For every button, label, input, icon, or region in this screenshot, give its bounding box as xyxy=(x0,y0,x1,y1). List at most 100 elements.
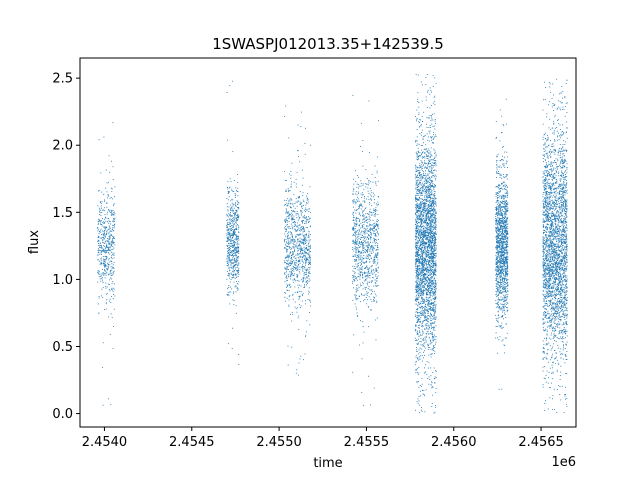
data-point xyxy=(418,194,420,196)
data-point xyxy=(288,221,290,223)
data-point xyxy=(433,249,435,251)
data-point xyxy=(428,294,430,296)
data-point xyxy=(433,314,435,316)
data-point xyxy=(302,242,304,244)
data-point xyxy=(308,222,309,223)
data-point xyxy=(288,269,290,270)
data-point xyxy=(361,274,363,276)
data-point xyxy=(421,274,423,276)
data-point xyxy=(363,219,365,220)
data-point xyxy=(435,266,437,268)
data-point xyxy=(357,263,359,265)
data-point xyxy=(422,278,423,280)
data-point xyxy=(235,285,237,287)
data-point xyxy=(284,281,286,283)
data-point xyxy=(104,236,106,238)
data-point xyxy=(370,236,372,238)
data-point xyxy=(232,327,234,329)
data-point xyxy=(297,269,299,271)
data-point xyxy=(300,229,302,230)
data-point xyxy=(420,145,422,146)
data-point xyxy=(307,201,309,203)
data-point xyxy=(367,231,369,232)
data-point xyxy=(301,207,303,209)
data-point xyxy=(352,216,354,218)
data-point xyxy=(370,190,372,192)
data-point xyxy=(415,200,417,202)
data-point xyxy=(435,247,437,249)
data-point xyxy=(290,212,292,214)
data-point xyxy=(423,191,425,193)
data-point xyxy=(361,243,363,245)
data-point xyxy=(416,217,418,219)
data-point xyxy=(423,267,425,269)
data-point xyxy=(421,191,423,193)
data-point xyxy=(305,226,307,228)
data-point xyxy=(421,149,422,151)
data-point xyxy=(432,302,434,304)
data-point xyxy=(422,182,424,184)
data-point xyxy=(426,279,428,281)
data-point xyxy=(434,216,436,218)
data-point xyxy=(293,215,295,217)
data-point xyxy=(361,243,363,245)
data-point xyxy=(300,242,302,243)
data-point xyxy=(430,223,432,225)
data-point xyxy=(286,205,288,207)
data-point xyxy=(295,264,297,266)
data-point xyxy=(227,199,229,201)
data-point xyxy=(423,215,425,217)
data-point xyxy=(108,398,109,400)
data-point xyxy=(105,246,107,247)
data-point xyxy=(415,173,416,175)
data-point xyxy=(427,222,428,224)
data-point xyxy=(306,268,308,270)
data-point xyxy=(291,320,293,322)
data-point xyxy=(235,276,237,278)
data-point xyxy=(422,280,424,282)
data-point xyxy=(290,268,292,270)
data-point xyxy=(431,180,433,182)
data-point xyxy=(286,278,288,279)
data-point xyxy=(365,279,367,281)
data-point xyxy=(376,276,378,278)
data-point xyxy=(235,248,237,250)
data-point xyxy=(434,195,436,197)
data-point xyxy=(370,239,372,241)
data-point xyxy=(421,131,422,133)
data-point xyxy=(109,221,111,223)
data-point xyxy=(286,246,288,247)
data-point xyxy=(293,281,295,283)
data-point xyxy=(424,153,426,154)
data-point xyxy=(298,254,300,256)
data-point xyxy=(287,198,289,200)
data-point xyxy=(434,265,436,266)
data-point xyxy=(309,250,311,252)
data-point xyxy=(105,286,107,288)
data-point xyxy=(303,280,305,282)
data-point xyxy=(237,174,239,175)
data-point xyxy=(357,184,359,185)
data-point xyxy=(306,320,308,322)
data-point xyxy=(300,201,302,203)
data-point xyxy=(110,301,112,303)
data-point xyxy=(423,228,425,230)
data-point xyxy=(293,278,295,280)
data-point xyxy=(419,268,421,270)
data-point xyxy=(100,261,102,263)
data-point xyxy=(227,219,229,221)
data-point xyxy=(233,233,235,235)
data-point xyxy=(298,234,300,235)
data-point xyxy=(232,80,234,82)
data-point xyxy=(110,272,112,274)
data-point xyxy=(229,255,230,257)
data-point xyxy=(425,347,427,349)
data-point xyxy=(292,270,294,272)
data-point xyxy=(434,162,436,164)
data-point xyxy=(434,292,436,294)
data-point xyxy=(113,237,115,239)
data-point xyxy=(99,220,101,222)
data-point xyxy=(415,198,417,200)
data-point xyxy=(423,111,425,113)
data-point xyxy=(431,232,433,234)
